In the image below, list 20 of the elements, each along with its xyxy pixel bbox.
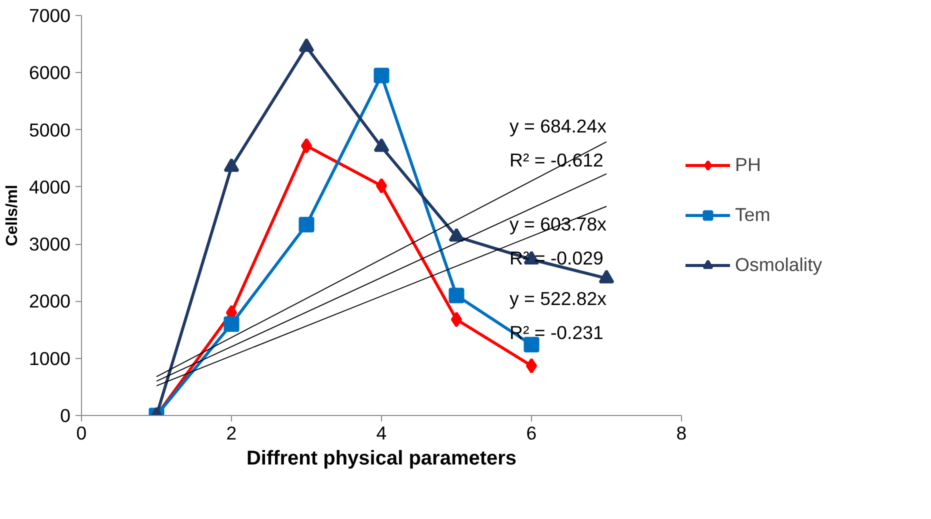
x-tick-label: 6 (526, 422, 537, 444)
x-tick-label: 0 (76, 422, 87, 444)
y-tick-label: 0 (60, 405, 71, 426)
y-tick-label: 7000 (28, 5, 71, 26)
y-tick-label: 3000 (28, 234, 71, 255)
y-tick-label: 2000 (28, 290, 71, 312)
x-tick-label: 8 (676, 422, 687, 444)
x-tick-label: 4 (376, 422, 387, 444)
annotation: y = 684.24x (510, 115, 608, 136)
legend-label: Tem (735, 204, 770, 226)
annotation: y = 522.82x (510, 288, 608, 309)
y-axis-title: Cells/ml (4, 184, 21, 246)
y-tick-label: 1000 (28, 348, 71, 369)
x-axis-title: Diffrent physical parameters (246, 448, 517, 470)
y-tick-label: 4000 (28, 176, 71, 198)
legend-label: PH (735, 154, 761, 176)
legend-label: Osmolality (735, 254, 822, 276)
y-tick-label: 5000 (28, 119, 71, 140)
x-tick-label: 2 (226, 422, 237, 444)
y-tick-label: 6000 (28, 62, 71, 84)
